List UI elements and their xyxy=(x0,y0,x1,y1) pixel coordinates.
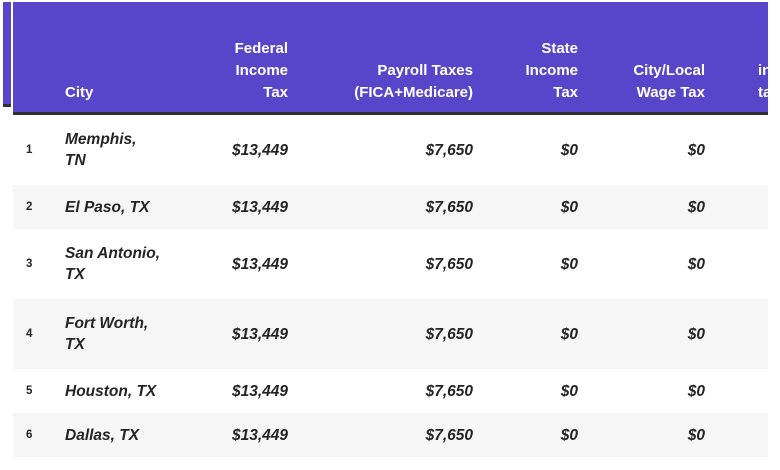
rank-cell: 1 xyxy=(26,143,33,156)
city-cell: San Antonio, TX xyxy=(65,245,160,283)
rank-cell: 5 xyxy=(26,384,33,397)
state-income-tax-cell: $0 xyxy=(560,255,578,273)
rank-cell: 2 xyxy=(26,200,33,213)
federal-income-tax-cell: $13,449 xyxy=(231,426,288,444)
table-row: 6 Dallas, TX $13,449 $7,650 $0 $0 $ xyxy=(13,413,768,457)
col-header-city-local-wage-tax: City/Local Wage Tax xyxy=(633,62,705,101)
city-cell: Fort Worth, TX xyxy=(65,315,149,353)
payroll-taxes-cell: $7,650 xyxy=(425,255,473,273)
federal-income-tax-cell: $13,449 xyxy=(231,198,288,216)
city-local-wage-tax-cell: $0 xyxy=(687,426,705,444)
clipped-value-cell: $ xyxy=(705,254,768,275)
payroll-taxes-cell: $7,650 xyxy=(425,382,473,400)
table-row-partial: Jacksonville, xyxy=(13,457,768,470)
table-row: 1 Memphis, TN $13,449 $7,650 $0 $0 $ xyxy=(13,115,768,185)
table-scroll-container[interactable]: City Federal Income Tax Payroll Taxes (F… xyxy=(13,2,768,470)
city-local-wage-tax-cell: $0 xyxy=(687,141,705,159)
federal-income-tax-cell: $13,449 xyxy=(231,255,288,273)
city-local-wage-tax-cell: $0 xyxy=(687,325,705,343)
table-row: 4 Fort Worth, TX $13,449 $7,650 $0 $0 $ xyxy=(13,299,768,369)
clipped-value-cell: $ xyxy=(705,425,768,446)
clipped-value-cell: $ xyxy=(705,140,768,161)
payroll-taxes-cell: $7,650 xyxy=(425,426,473,444)
table-row: 3 San Antonio, TX $13,449 $7,650 $0 $0 $ xyxy=(13,229,768,299)
state-income-tax-cell: $0 xyxy=(560,141,578,159)
payroll-taxes-cell: $7,650 xyxy=(425,198,473,216)
clipped-value-cell: $ xyxy=(705,197,768,218)
city-local-wage-tax-cell: $0 xyxy=(687,198,705,216)
state-income-tax-cell: $0 xyxy=(560,426,578,444)
clipped-value-cell: $ xyxy=(705,324,768,345)
table-row: 2 El Paso, TX $13,449 $7,650 $0 $0 $ xyxy=(13,185,768,229)
payroll-taxes-cell: $7,650 xyxy=(425,141,473,159)
rank-cell: 4 xyxy=(26,327,33,340)
rank-cell: 3 xyxy=(26,257,33,270)
table-header: City Federal Income Tax Payroll Taxes (F… xyxy=(13,2,768,115)
city-cell: Memphis, TN xyxy=(65,131,137,169)
col-header-payroll-taxes: Payroll Taxes (FICA+Medicare) xyxy=(354,62,473,101)
city-local-wage-tax-cell: $0 xyxy=(687,255,705,273)
state-income-tax-cell: $0 xyxy=(560,325,578,343)
state-income-tax-cell: $0 xyxy=(560,382,578,400)
federal-income-tax-cell: $13,449 xyxy=(231,325,288,343)
col-header-state-income-tax: State Income Tax xyxy=(525,40,578,101)
rank-cell: 6 xyxy=(26,428,33,441)
city-cell: Dallas, TX xyxy=(65,426,140,444)
col-header-city: City xyxy=(65,84,94,101)
col-header-clipped-income-tax: inc ta xyxy=(758,62,768,101)
table-row: 5 Houston, TX $13,449 $7,650 $0 $0 $ xyxy=(13,369,768,413)
federal-income-tax-cell: $13,449 xyxy=(231,141,288,159)
payroll-taxes-cell: $7,650 xyxy=(425,325,473,343)
state-income-tax-cell: $0 xyxy=(560,198,578,216)
header-accent-sliver xyxy=(3,2,11,107)
city-local-wage-tax-cell: $0 xyxy=(687,382,705,400)
federal-income-tax-cell: $13,449 xyxy=(231,382,288,400)
clipped-value-cell: $ xyxy=(705,381,768,402)
city-cell: Houston, TX xyxy=(65,382,157,400)
col-header-federal-income-tax: Federal Income Tax xyxy=(234,40,288,101)
city-cell: El Paso, TX xyxy=(65,198,150,216)
